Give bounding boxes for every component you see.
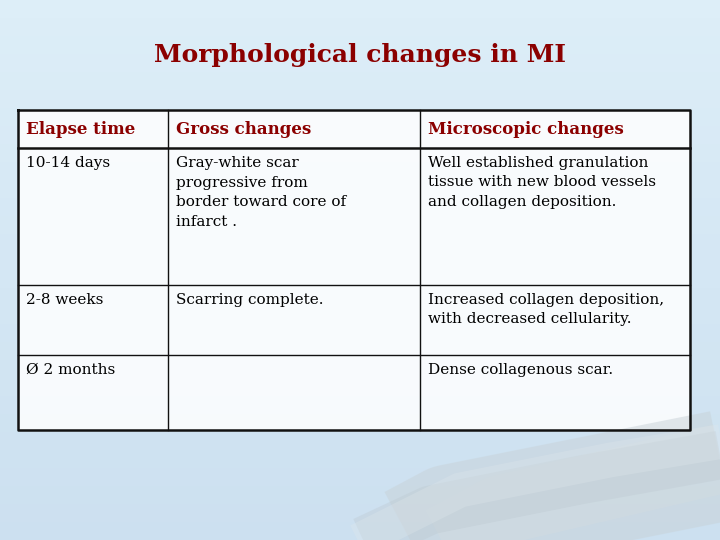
Text: Scarring complete.: Scarring complete. <box>176 293 323 307</box>
Text: Microscopic changes: Microscopic changes <box>428 120 624 138</box>
Text: 2-8 weeks: 2-8 weeks <box>26 293 104 307</box>
Text: 10-14 days: 10-14 days <box>26 156 110 170</box>
Text: Gray-white scar
progressive from
border toward core of
infarct .: Gray-white scar progressive from border … <box>176 156 346 228</box>
Text: Elapse time: Elapse time <box>26 120 135 138</box>
Text: Ø 2 months: Ø 2 months <box>26 363 115 377</box>
Text: Gross changes: Gross changes <box>176 120 311 138</box>
Text: Increased collagen deposition,
with decreased cellularity.: Increased collagen deposition, with decr… <box>428 293 664 327</box>
Text: Well established granulation
tissue with new blood vessels
and collagen depositi: Well established granulation tissue with… <box>428 156 656 209</box>
Text: Dense collagenous scar.: Dense collagenous scar. <box>428 363 613 377</box>
Text: Morphological changes in MI: Morphological changes in MI <box>154 43 566 67</box>
